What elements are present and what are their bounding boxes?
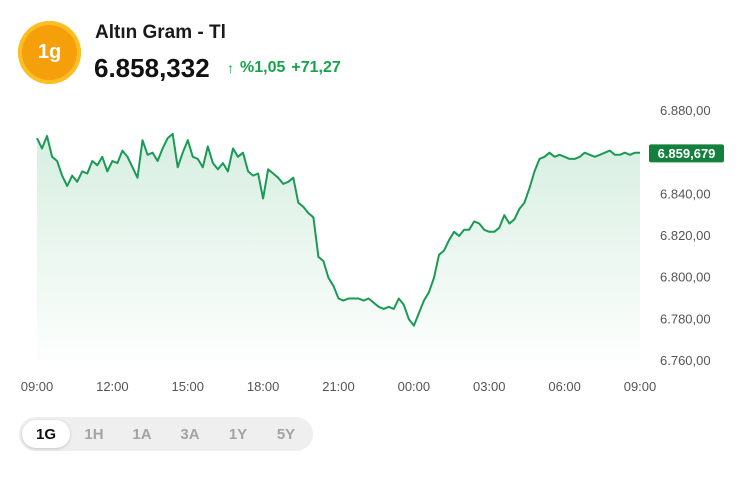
range-tab-1g[interactable]: 1G xyxy=(22,420,70,448)
y-tick-label: 6.800,00 xyxy=(660,270,711,285)
x-tick-label: 15:00 xyxy=(171,379,204,394)
price-area-fill xyxy=(37,133,640,361)
y-tick-label: 6.840,00 xyxy=(660,186,711,201)
x-tick-label: 09:00 xyxy=(21,379,54,394)
x-tick-label: 12:00 xyxy=(96,379,129,394)
last-price-tag xyxy=(649,144,724,163)
range-tab-1h[interactable]: 1H xyxy=(84,425,104,443)
change-percent: %1,05 xyxy=(240,59,286,76)
range-tab-3a[interactable]: 3A xyxy=(180,425,200,443)
x-tick-label: 09:00 xyxy=(624,379,657,394)
x-tick-label: 00:00 xyxy=(398,379,431,394)
y-tick-label: 6.880,00 xyxy=(660,103,711,118)
x-tick-label: 03:00 xyxy=(473,379,506,394)
x-tick-label: 21:00 xyxy=(322,379,355,394)
y-tick-label: 6.780,00 xyxy=(660,311,711,326)
price-line xyxy=(36,132,640,327)
price-chart[interactable]: 6.880,006.860,006.840,006.820,006.800,00… xyxy=(0,0,749,410)
range-selector: 1G 1H 1A 3A 1Y 5Y xyxy=(19,417,313,451)
current-price: 6.858,332 xyxy=(94,53,210,83)
y-tick-label: 6.760,00 xyxy=(660,353,711,368)
x-tick-label: 18:00 xyxy=(247,379,280,394)
y-tick-label: 6.820,00 xyxy=(660,228,711,243)
price-change: ↑ %1,05 +71,27 xyxy=(227,59,341,77)
range-tab-1a[interactable]: 1A xyxy=(132,425,152,443)
up-arrow-icon: ↑ xyxy=(227,60,234,76)
range-tab-1y[interactable]: 1Y xyxy=(228,425,248,443)
asset-logo: 1g xyxy=(18,21,81,84)
last-price-label: 6.859,679 xyxy=(658,146,716,161)
asset-logo-text: 1g xyxy=(37,41,62,63)
range-tab-5y[interactable]: 5Y xyxy=(276,425,296,443)
change-absolute: +71,27 xyxy=(291,59,341,76)
asset-title: Altın Gram - Tl xyxy=(95,22,226,43)
x-tick-label: 06:00 xyxy=(548,379,581,394)
